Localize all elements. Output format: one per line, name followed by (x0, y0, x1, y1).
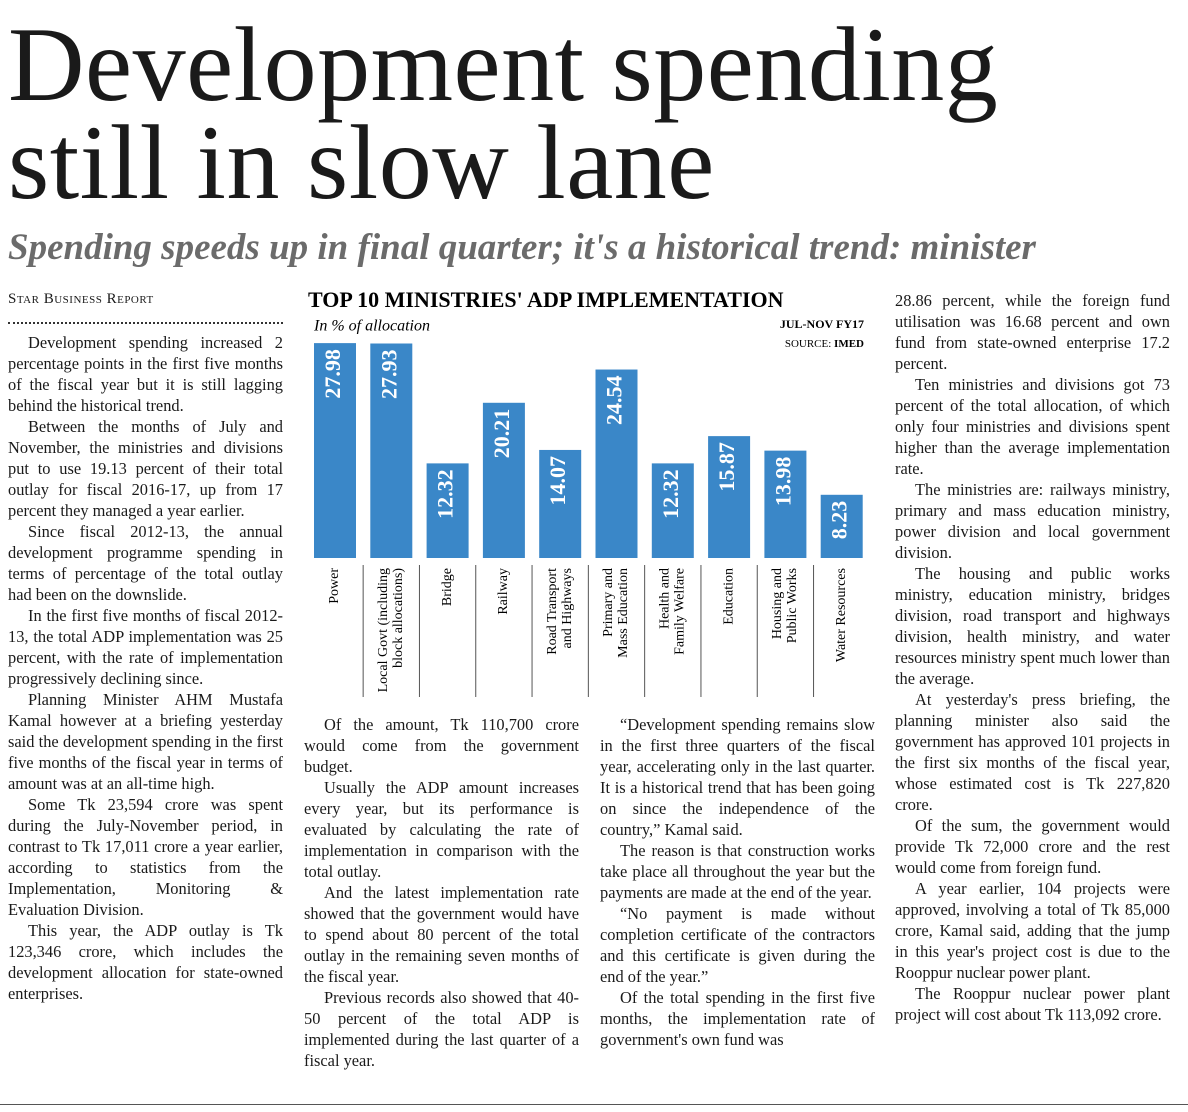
paragraph: Planning Minister AHM Mustafa Kamal howe… (8, 690, 283, 793)
paragraph: Previous records also showed that 40-50 … (304, 988, 579, 1070)
paragraph: Ten ministries and divisions got 73 perc… (895, 375, 1170, 478)
bar (651, 463, 694, 558)
category-label: Road Transport (545, 568, 560, 655)
chart-source: SOURCE: IMED (785, 338, 864, 350)
paragraph: Some Tk 23,594 crore was spent during th… (8, 795, 283, 919)
paragraph: “Development spending remains slow in th… (600, 715, 875, 839)
paragraph: The Rooppur nuclear power plant project … (895, 984, 1170, 1024)
chart-subtitle: In % of allocation (313, 318, 430, 335)
paragraph: Usually the ADP amount increases every y… (304, 778, 579, 881)
value-label: 13.98 (770, 457, 795, 507)
value-label: 27.98 (320, 349, 345, 399)
value-label: 12.32 (658, 469, 683, 519)
paragraph: A year earlier, 104 projects were approv… (895, 879, 1170, 982)
category-label: Mass Education (616, 568, 631, 658)
bar (426, 463, 469, 558)
category-label: Public Works (785, 568, 800, 643)
source: IMED (834, 338, 864, 350)
headline: still in slow lane (8, 104, 715, 221)
bar (595, 369, 638, 558)
byline: Star Business Report (8, 291, 154, 307)
category-label: Housing and (770, 568, 785, 639)
paragraph: Of the total spending in the first five … (600, 988, 875, 1049)
category-label: Bridge (440, 568, 455, 606)
headline: Development spending (8, 6, 999, 123)
value-label: 12.32 (433, 469, 458, 519)
category-label: block allocations) (391, 568, 406, 668)
text-column: Development spending increased 2 percent… (8, 332, 283, 1092)
text-column: “Development spending remains slow in th… (600, 714, 875, 1092)
category-label: Health and (658, 568, 673, 629)
paragraph: In the first five months of fiscal 2012-… (8, 606, 283, 688)
source-label: SOURCE: (785, 338, 831, 350)
chart-period: JUL-NOV FY17 (780, 317, 864, 331)
paragraph: Development spending increased 2 percent… (8, 333, 283, 415)
paragraph: Since fiscal 2012-13, the annual develop… (8, 522, 283, 604)
category-label: Water Resources (834, 568, 849, 662)
value-label: 24.54 (602, 376, 627, 426)
category-label: Local Govt (including (376, 568, 391, 692)
value-label: 27.93 (376, 349, 401, 399)
bar (539, 449, 582, 558)
category-label: Family Welfare (673, 568, 688, 655)
bar (370, 343, 413, 558)
value-label: 15.87 (714, 442, 739, 492)
chart-title: TOP 10 MINISTRIES' ADP IMPLEMENTATION (308, 287, 784, 312)
paragraph: “No payment is made without completion c… (600, 904, 875, 986)
paragraph: The ministries are: railways ministry, p… (895, 480, 1170, 562)
category-label: Railway (496, 568, 511, 615)
paragraph: This year, the ADP outlay is Tk 123,346 … (8, 921, 283, 1003)
category-label: Education (721, 568, 736, 625)
value-label: 20.21 (489, 409, 514, 459)
category-label: Power (327, 568, 342, 604)
bar (482, 402, 525, 558)
bar (314, 343, 356, 558)
chart: TOP 10 MINISTRIES' ADP IMPLEMENTATION In… (308, 287, 864, 697)
value-label: 8.23 (827, 501, 852, 540)
text-column: Of the amount, Tk 110,700 crore would co… (304, 714, 579, 1092)
paragraph: At yesterday's press briefing, the plann… (895, 690, 1170, 814)
value-label: 14.07 (545, 456, 570, 506)
text-column: 28.86 percent, while the foreign fund ut… (895, 290, 1170, 1092)
bar (820, 494, 863, 558)
divider (8, 322, 283, 324)
paragraph: And the latest implementation rate showe… (304, 883, 579, 986)
bar (708, 436, 751, 558)
paragraph: The housing and public works ministry, e… (895, 564, 1170, 688)
paragraph: Of the sum, the government would provide… (895, 816, 1170, 877)
bar (764, 450, 807, 558)
category-label: and Highways (560, 568, 575, 649)
category-label: Primary and (601, 568, 616, 637)
paragraph: Between the months of July and November,… (8, 417, 283, 520)
paragraph: 28.86 percent, while the foreign fund ut… (895, 291, 1170, 373)
rule (0, 1104, 1188, 1105)
subheadline: Spending speeds up in final quarter; it'… (8, 227, 1036, 268)
paragraph: Of the amount, Tk 110,700 crore would co… (304, 715, 579, 776)
paragraph: The reason is that construction works ta… (600, 841, 875, 902)
